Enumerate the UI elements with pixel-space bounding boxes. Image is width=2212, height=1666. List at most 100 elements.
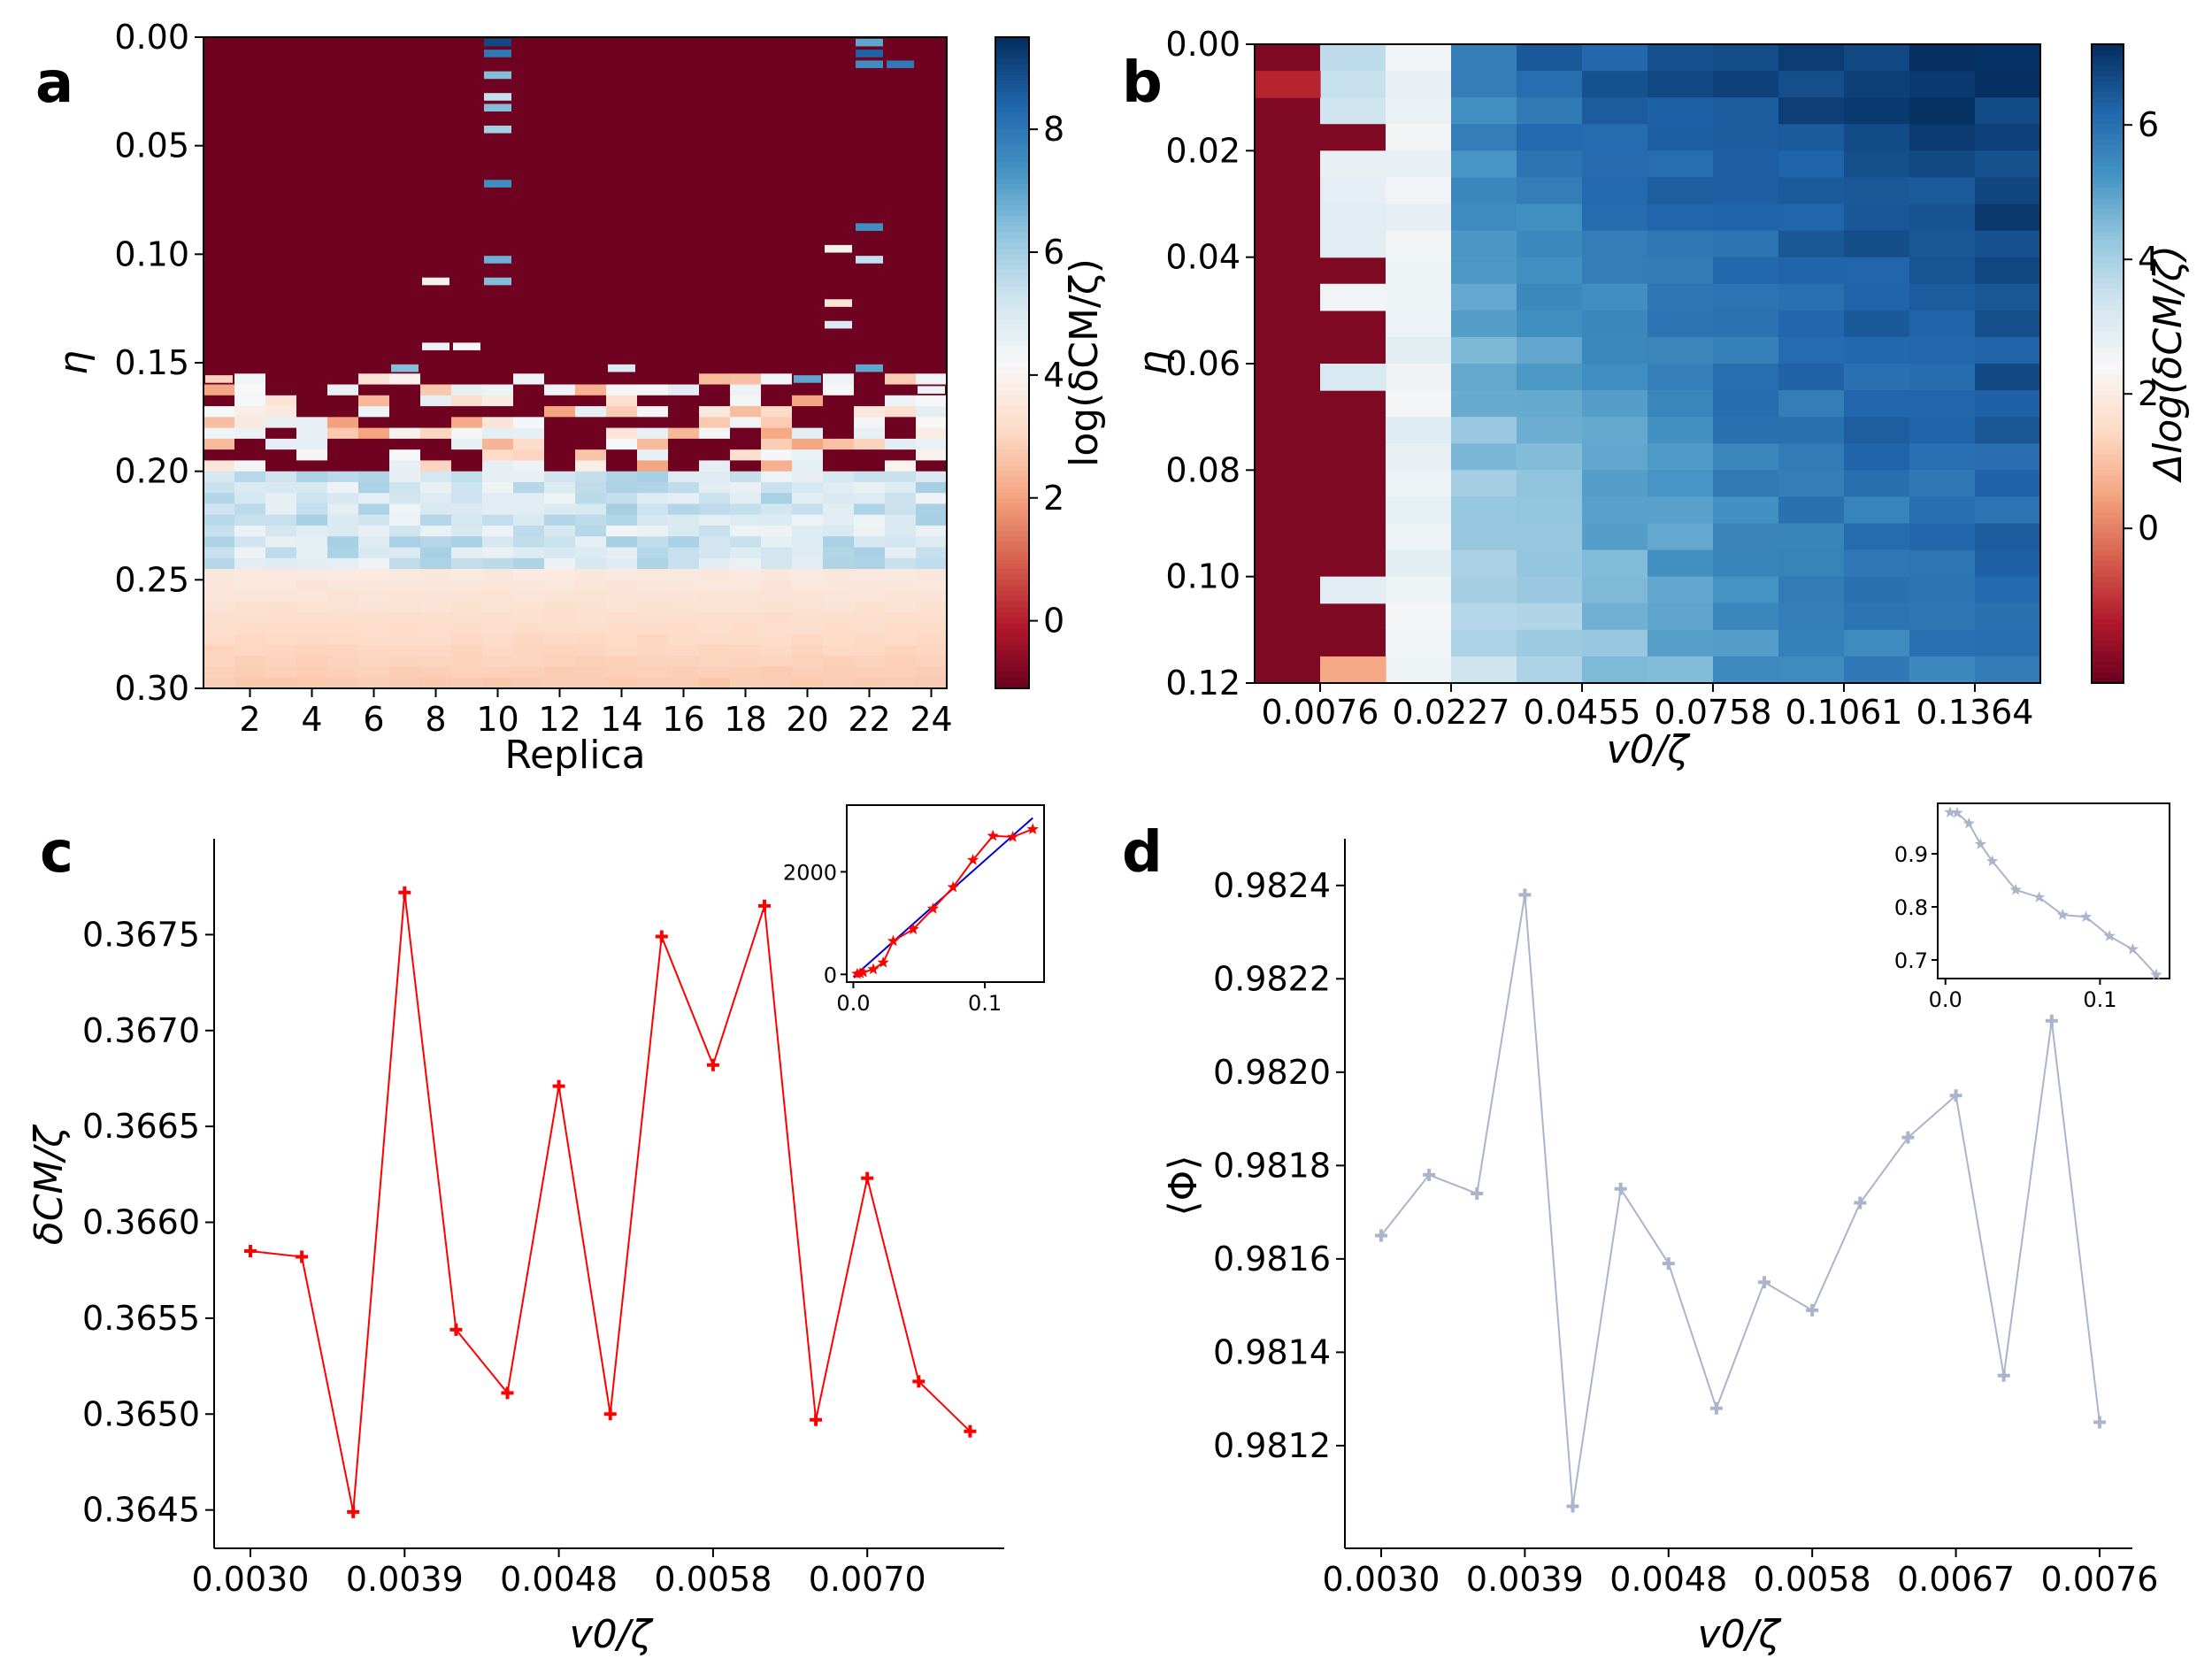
panel-a-colorbar-segment (995, 221, 1029, 228)
panel-a-cell (730, 330, 762, 342)
panel-b-colorbar-segment (2092, 347, 2124, 354)
panel-a-cell (916, 221, 948, 234)
panel-a-cell (358, 644, 390, 656)
panel-b-cell (1386, 44, 1452, 72)
panel-a-cell (823, 232, 855, 244)
d-inset-y-tick-label: 0.8 (1894, 895, 1928, 920)
panel-a-cell (916, 330, 948, 342)
panel-a-cell (544, 644, 576, 656)
panel-b-colorbar-segment (2092, 406, 2124, 412)
panel-a-cell (885, 449, 917, 461)
panel-a-cell (823, 569, 855, 580)
d-inset-y-tick-label: 0.9 (1894, 842, 1928, 867)
panel-a-cell (544, 124, 576, 135)
panel-a-cell (544, 493, 576, 505)
panel-b-colorbar-segment (2092, 539, 2124, 546)
panel-a-cell (544, 633, 576, 646)
panel-a-cell (823, 449, 855, 461)
panel-a-cell (389, 102, 421, 114)
panel-a-cell (513, 623, 545, 635)
panel-a-cell (730, 427, 762, 440)
panel-a-cell (668, 536, 700, 549)
panel-a-cell (792, 134, 824, 147)
d-y-tick-label: 0.9824 (1213, 866, 1331, 905)
panel-a-cell (389, 569, 421, 580)
panel-b-colorbar-segment (2092, 534, 2124, 541)
panel-b-cell (1713, 150, 1779, 179)
panel-a-cell (637, 481, 669, 494)
panel-b-cell (1320, 443, 1386, 471)
panel-a-cell (234, 557, 266, 570)
panel-b-colorbar-segment (2092, 203, 2124, 211)
panel-a-cell (668, 37, 700, 49)
panel-a-cell (296, 297, 328, 310)
panel-a-cell (668, 526, 700, 537)
panel-a-cell (204, 384, 235, 396)
panel-a-colorbar-segment (995, 547, 1029, 554)
panel-a-cell (234, 427, 266, 440)
c-data-point (810, 1413, 823, 1426)
panel-a-cell (761, 449, 793, 461)
panel-a-cell (885, 623, 917, 635)
panel-a-cell (513, 601, 545, 613)
panel-a-colorbar-segment (995, 292, 1029, 298)
panel-a-cell (606, 590, 638, 603)
panel-a-cell (916, 211, 948, 223)
panel-b-colorbar-segment (2092, 645, 2124, 652)
panel-a-cell (544, 612, 576, 624)
panel-a-cell (730, 308, 762, 320)
panel-a-cell (234, 91, 266, 104)
panel-a-cell (234, 612, 266, 624)
panel-a-cell (916, 612, 948, 624)
panel-a-cell (234, 232, 266, 244)
panel-a-cell (792, 514, 824, 526)
panel-a-cell (204, 493, 235, 505)
panel-a-cell (761, 363, 793, 374)
panel-a-cell (575, 569, 607, 580)
panel-a-cell (575, 590, 607, 603)
panel-a-cell (668, 69, 700, 81)
panel-a-cell (358, 254, 390, 266)
panel-a-cell (916, 37, 948, 49)
panel-a-cell (916, 666, 948, 679)
panel-a-cell (265, 623, 297, 635)
panel-b-colorbar-segment (2092, 491, 2124, 498)
panel-a-cell (358, 319, 390, 331)
panel-a-cell (854, 341, 886, 353)
panel-a-cell (916, 178, 948, 190)
panel-a-cell (420, 580, 452, 592)
panel-a-cell (420, 37, 452, 49)
panel-a-cell (885, 134, 917, 147)
panel-a-cell (327, 547, 359, 559)
panel-a-cell (420, 503, 452, 516)
panel-a-cell (204, 514, 235, 526)
panel-a-heatmap: 2 4 6 8 10 12 14 16 18 20 22 24 0.000.050.100.150.2… (51, 18, 1107, 778)
panel-a-cell (730, 265, 762, 277)
panel-a-cell (296, 644, 328, 656)
panel-b-cell (1909, 124, 1976, 151)
panel-b-cell (1713, 470, 1779, 498)
panel-a-cell (916, 102, 948, 114)
panel-b-cell (1386, 470, 1452, 498)
panel-a-colorbar-segment (995, 519, 1029, 526)
c-y-tick-label: 0.3655 (82, 1299, 200, 1338)
panel-a-cell (204, 37, 235, 49)
panel-a-outlier-cell (484, 93, 511, 101)
panel-a-cell (234, 569, 266, 580)
panel-a-cell (606, 514, 638, 526)
panel-a-cell (265, 536, 297, 549)
panel-b-cell (1713, 496, 1779, 525)
panel-a-cell (234, 623, 266, 635)
panel-a-cell (823, 395, 855, 407)
panel-a-cell (885, 243, 917, 255)
panel-a-cell (823, 287, 855, 298)
panel-a-cell (234, 134, 266, 147)
panel-a-cell (513, 200, 545, 211)
panel-a-cell (327, 275, 359, 288)
panel-b-cell (1517, 71, 1583, 98)
panel-a-colorbar-segment (995, 319, 1029, 326)
panel-a-cell (389, 69, 421, 81)
panel-a-colorbar-segment (995, 557, 1029, 564)
panel-a-cell (265, 211, 297, 223)
panel-a-cell (637, 395, 669, 407)
